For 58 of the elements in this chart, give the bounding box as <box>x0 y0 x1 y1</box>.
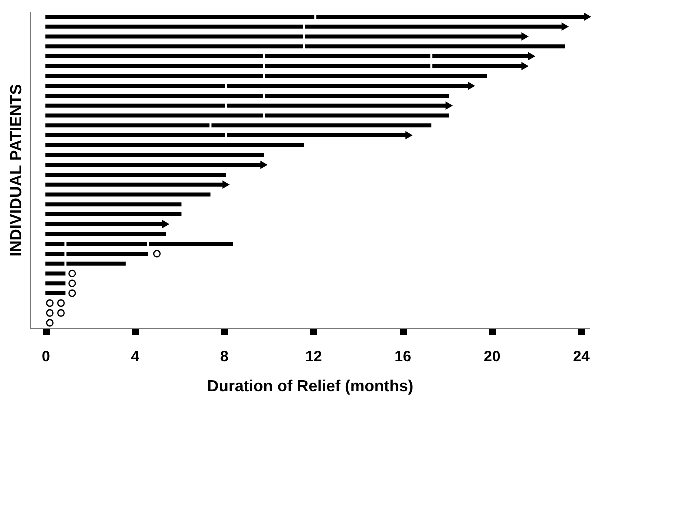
bar <box>212 124 432 128</box>
bar <box>305 44 566 49</box>
point <box>46 300 54 308</box>
point <box>57 309 65 317</box>
x-tick-label: 12 <box>306 348 322 366</box>
point <box>406 131 413 140</box>
bar <box>46 124 210 128</box>
bar <box>66 242 148 246</box>
point <box>260 160 268 170</box>
bar <box>265 114 450 118</box>
x-axis-title: Duration of Relief (months) <box>207 378 414 396</box>
point <box>446 102 454 110</box>
point <box>584 12 592 22</box>
point <box>46 309 54 317</box>
x-tick-label: 0 <box>42 348 50 366</box>
point <box>162 220 170 228</box>
bar <box>46 64 264 68</box>
bar <box>46 94 264 98</box>
point <box>528 52 536 61</box>
y-axis-title: INDIVIDUAL PATIENTS <box>8 84 26 257</box>
bar <box>46 153 264 158</box>
point <box>153 250 161 258</box>
x-tick-label: 4 <box>131 348 140 366</box>
x-tick-label: 8 <box>220 348 229 366</box>
bar <box>46 192 211 197</box>
bar <box>46 202 182 207</box>
bar <box>46 44 304 49</box>
bar <box>66 252 148 256</box>
bar <box>46 252 65 256</box>
bar <box>46 54 264 58</box>
x-tick-label: 16 <box>394 348 412 366</box>
bar <box>149 242 234 246</box>
bar <box>46 291 66 296</box>
bar <box>46 74 264 78</box>
bar <box>46 212 182 216</box>
bar <box>46 282 66 286</box>
bar <box>46 114 264 118</box>
bar <box>46 262 65 266</box>
bar <box>46 232 166 236</box>
point <box>68 280 76 288</box>
point <box>562 22 570 31</box>
point <box>57 300 65 308</box>
bar <box>66 262 126 266</box>
bar <box>46 172 226 177</box>
bar <box>46 272 66 276</box>
x-tick-label: 20 <box>484 348 501 366</box>
bar <box>265 74 488 78</box>
x-tick-label: 24 <box>573 348 591 366</box>
bar <box>265 94 450 98</box>
point <box>68 270 76 278</box>
bar <box>46 242 65 246</box>
point <box>468 82 476 90</box>
bar <box>46 143 304 148</box>
point <box>222 180 230 189</box>
point <box>522 32 529 41</box>
point <box>522 62 529 70</box>
point <box>46 319 54 327</box>
point <box>68 290 76 298</box>
